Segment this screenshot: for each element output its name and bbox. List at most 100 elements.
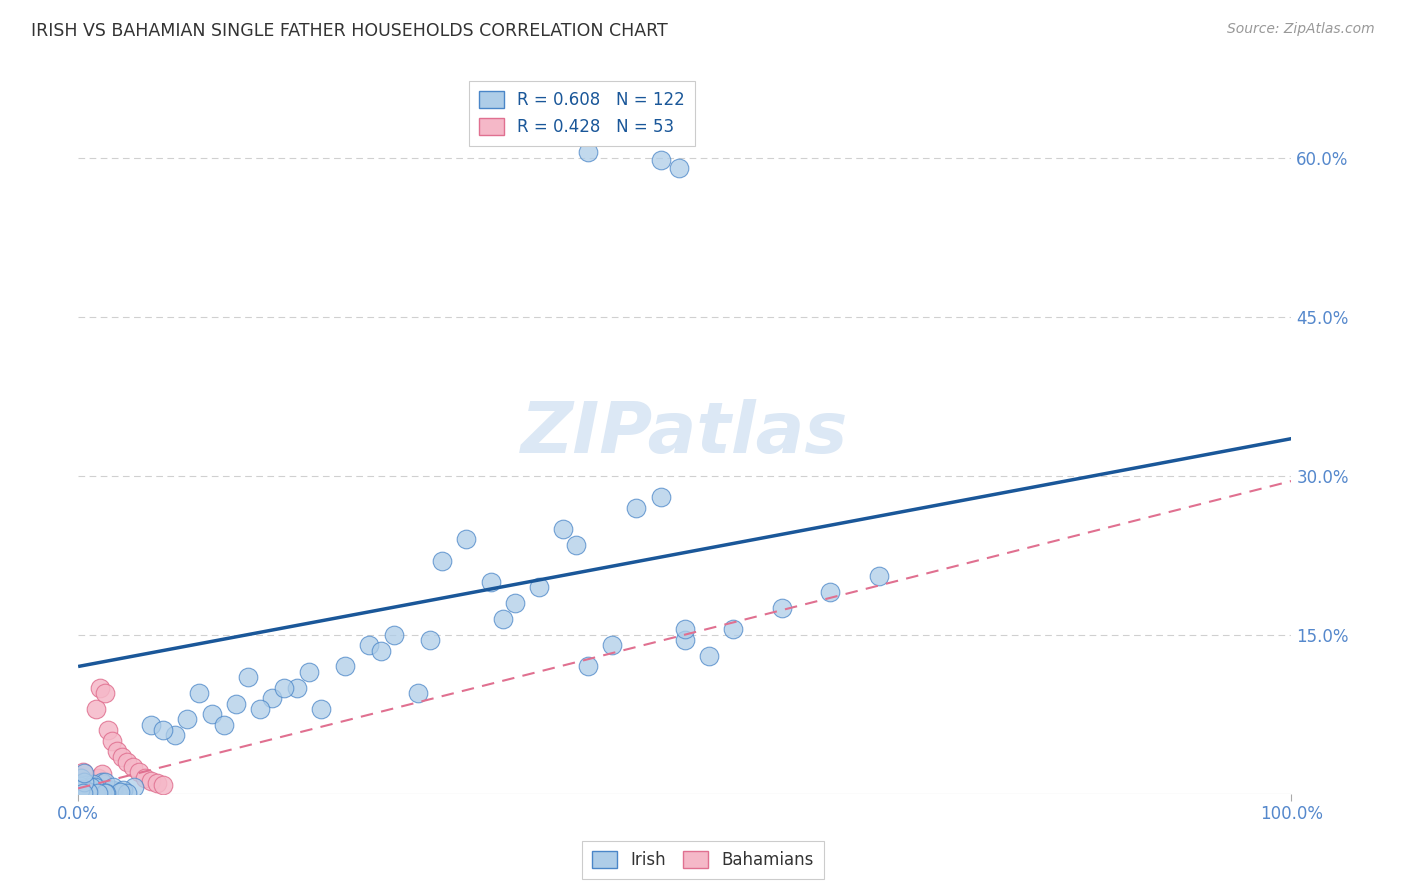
Point (76, 784, 98, 798)
Point (419, 632, 441, 647)
Point (69, 781, 91, 796)
Point (76, 786, 98, 800)
Point (115, 786, 138, 800)
Point (82, 776, 104, 790)
Point (97, 723, 120, 737)
Point (73, 780, 96, 795)
Point (73, 765, 96, 780)
Point (75, 786, 97, 800)
Legend: R = 0.608   N = 122, R = 0.428   N = 53: R = 0.608 N = 122, R = 0.428 N = 53 (468, 81, 695, 146)
Point (72, 774, 94, 789)
Point (75, 783, 97, 797)
Text: Source: ZipAtlas.com: Source: ZipAtlas.com (1227, 22, 1375, 37)
Point (72, 786, 94, 800)
Point (75, 786, 97, 800)
Point (105, 786, 128, 800)
Point (87, 786, 110, 800)
Point (121, 760, 143, 774)
Point (86, 702, 108, 716)
Point (70, 786, 93, 800)
Point (70, 771, 93, 785)
Point (79, 784, 101, 798)
Point (101, 733, 124, 747)
Point (650, 490, 672, 504)
Point (128, 765, 150, 780)
Point (101, 782, 124, 797)
Point (72, 786, 94, 800)
Point (298, 665, 321, 679)
Point (72, 778, 94, 792)
Point (200, 707, 222, 722)
Point (77, 780, 100, 794)
Point (67, 781, 90, 796)
Point (273, 681, 295, 695)
Point (115, 755, 138, 769)
Point (86, 786, 108, 800)
Point (67, 778, 90, 792)
Point (73, 783, 96, 797)
Point (67, 786, 90, 800)
Point (69, 783, 91, 797)
Point (67, 781, 90, 796)
Text: ZIPatlas: ZIPatlas (522, 399, 848, 467)
Point (75, 779, 97, 793)
Point (77, 781, 100, 796)
Point (87, 785, 110, 799)
Point (236, 670, 259, 684)
Point (76, 784, 98, 798)
Point (70, 784, 93, 798)
Point (80, 780, 103, 794)
Point (139, 718, 162, 732)
Point (93, 774, 115, 789)
Point (72, 781, 94, 796)
Point (76, 784, 98, 798)
Point (82, 780, 104, 794)
Point (67, 786, 90, 800)
Point (75, 781, 97, 796)
Point (262, 691, 284, 706)
Point (70, 786, 93, 800)
Point (77, 782, 100, 797)
Point (90, 767, 112, 781)
Point (673, 632, 696, 647)
Point (76, 781, 98, 796)
Point (723, 623, 745, 637)
Point (101, 780, 124, 794)
Point (87, 785, 110, 799)
Point (70, 780, 93, 794)
Point (91, 777, 114, 791)
Point (668, 161, 690, 176)
Text: IRISH VS BAHAMIAN SINGLE FATHER HOUSEHOLDS CORRELATION CHART: IRISH VS BAHAMIAN SINGLE FATHER HOUSEHOL… (31, 22, 668, 40)
Point (72, 785, 94, 799)
Point (83, 786, 105, 800)
Point (80, 785, 103, 799)
Point (70, 780, 93, 794)
Point (87, 780, 110, 795)
Point (76, 785, 98, 799)
Point (626, 500, 648, 515)
Point (112, 783, 135, 797)
Point (72, 777, 94, 791)
Point (80, 786, 103, 800)
Point (139, 774, 162, 789)
Point (67, 780, 90, 795)
Point (212, 718, 235, 732)
Point (868, 569, 890, 583)
Point (370, 643, 392, 657)
Point (70, 780, 93, 795)
Point (90, 774, 112, 789)
Point (111, 749, 134, 764)
Point (146, 776, 169, 790)
Point (84, 786, 107, 800)
Point (406, 686, 429, 700)
Point (83, 786, 105, 800)
Point (79, 783, 101, 797)
Point (69, 781, 91, 796)
Point (77, 786, 100, 800)
Point (105, 744, 128, 758)
Point (67, 781, 90, 796)
Point (76, 781, 98, 796)
Point (576, 145, 599, 160)
Point (285, 681, 308, 695)
Point (75, 784, 97, 798)
